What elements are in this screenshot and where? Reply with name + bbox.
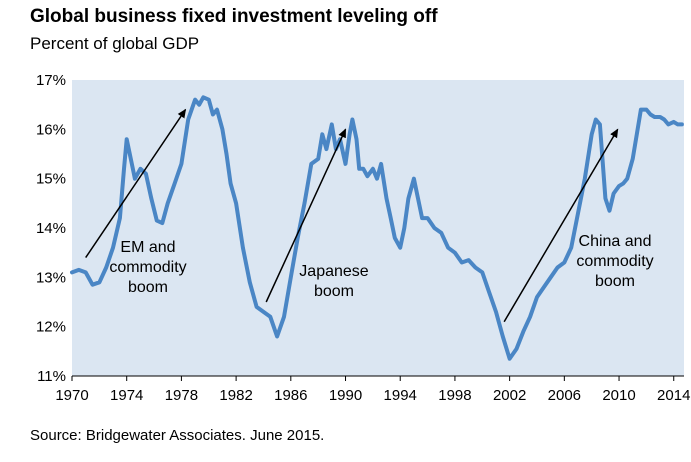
chart-title: Global business fixed investment levelin… [30, 6, 438, 27]
annotation-label: Japanese [299, 263, 368, 280]
x-tick-label: 1994 [384, 387, 417, 404]
x-tick-label: 1982 [219, 387, 252, 404]
annotation-label: EM and [120, 239, 175, 256]
y-tick-label: 11% [37, 368, 66, 385]
chart-subtitle: Percent of global GDP [30, 34, 200, 53]
y-tick-label: 17% [36, 72, 66, 89]
plot-area [72, 80, 684, 376]
annotation-label: boom [314, 283, 354, 300]
source-note: Source: Bridgewater Associates. June 201… [30, 427, 325, 444]
annotation-label: commodity [576, 253, 653, 270]
annotation-arrow [85, 108, 187, 259]
y-tick-label: 14% [36, 220, 66, 237]
x-tick-label: 2010 [602, 387, 635, 404]
annotation-label: boom [128, 279, 168, 296]
y-tick-label: 15% [36, 171, 66, 188]
x-tick-label: 1970 [55, 387, 88, 404]
x-tick-label: 1986 [274, 387, 307, 404]
x-tick-label: 1978 [165, 387, 198, 404]
series-line [70, 95, 684, 361]
annotation-label: boom [595, 273, 635, 290]
x-tick-label: 2002 [493, 387, 526, 404]
annotation-label: commodity [109, 259, 186, 276]
annotation-arrow [265, 128, 347, 303]
y-tick-label: 16% [36, 121, 66, 138]
x-tick-label: 2014 [657, 387, 690, 404]
x-tick-label: 1990 [329, 387, 362, 404]
x-tick-label: 2006 [548, 387, 581, 404]
x-tick-label: 1998 [438, 387, 471, 404]
x-tick-label: 1974 [110, 387, 143, 404]
y-tick-label: 12% [36, 319, 66, 336]
annotation-arrow [503, 128, 619, 323]
y-tick-label: 13% [36, 269, 66, 286]
annotation-label: China and [579, 233, 652, 250]
line-chart: 11% 12% 13% 14% 15% 16% 17% 1970 1974 1978 1982 198… [36, 72, 690, 404]
